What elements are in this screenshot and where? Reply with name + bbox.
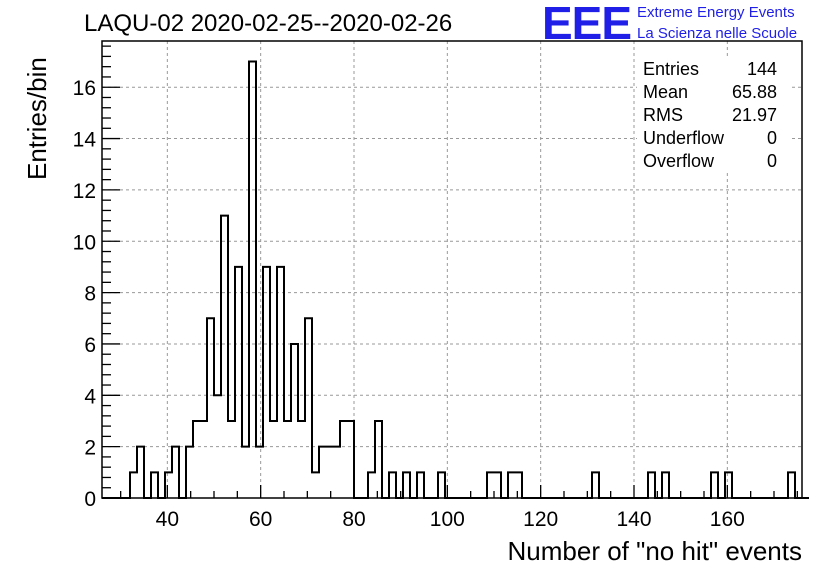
stats-row-entries: Entries 144 xyxy=(637,58,789,81)
y-axis-label: Entries/bin xyxy=(22,57,52,180)
y-axis-ticks: 0 2 4 6 8 10 12 14 16 xyxy=(73,45,120,511)
stats-label: Underflow xyxy=(643,128,725,148)
stats-label: Mean xyxy=(643,82,689,102)
y-tick-label: 10 xyxy=(73,231,96,254)
y-tick-label: 8 xyxy=(84,283,96,306)
stats-value: 21.97 xyxy=(731,105,777,125)
stats-value: 65.88 xyxy=(731,82,777,102)
x-tick-label: 40 xyxy=(156,508,179,531)
stats-box: Entries 144 Mean 65.88 RMS 21.97 Underflow 0… xyxy=(637,58,789,173)
logo-line-2: La Scienza nelle Scuole xyxy=(637,25,798,42)
y-tick-label: 4 xyxy=(84,385,96,408)
stats-row-overflow: Overflow 0 xyxy=(637,150,789,173)
stats-label: Overflow xyxy=(643,151,715,171)
y-tick-label: 2 xyxy=(84,437,96,460)
y-tick-label: 6 xyxy=(84,334,96,357)
x-axis-label: Number of "no hit" events xyxy=(507,536,803,566)
x-tick-label: 100 xyxy=(430,508,465,531)
y-tick-label: 12 xyxy=(73,180,96,203)
x-tick-label: 80 xyxy=(342,508,365,531)
stats-label: Entries xyxy=(643,59,700,79)
stats-value: 144 xyxy=(746,59,777,79)
y-tick-label: 16 xyxy=(73,77,96,100)
x-axis-ticks: 40 60 80 100 120 140 160 xyxy=(120,485,798,531)
histogram-line xyxy=(102,60,809,499)
stats-row-mean: Mean 65.88 xyxy=(637,81,789,104)
x-tick-label: 160 xyxy=(710,508,745,531)
y-tick-label: 14 xyxy=(73,129,97,152)
eee-logo: EEE xyxy=(542,0,632,49)
stats-value: 0 xyxy=(766,151,777,171)
stats-row-underflow: Underflow 0 xyxy=(637,127,789,150)
x-tick-label: 60 xyxy=(249,508,272,531)
stats-label: RMS xyxy=(643,105,683,125)
x-tick-label: 120 xyxy=(523,508,558,531)
logo-line-1: Extreme Energy Events xyxy=(637,4,795,21)
chart-title: LAQU-02 2020-02-25--2020-02-26 xyxy=(84,10,453,37)
x-tick-label: 140 xyxy=(616,508,651,531)
stats-row-rms: RMS 21.97 xyxy=(637,104,789,127)
stats-value: 0 xyxy=(766,128,777,148)
y-tick-label: 0 xyxy=(84,488,96,511)
